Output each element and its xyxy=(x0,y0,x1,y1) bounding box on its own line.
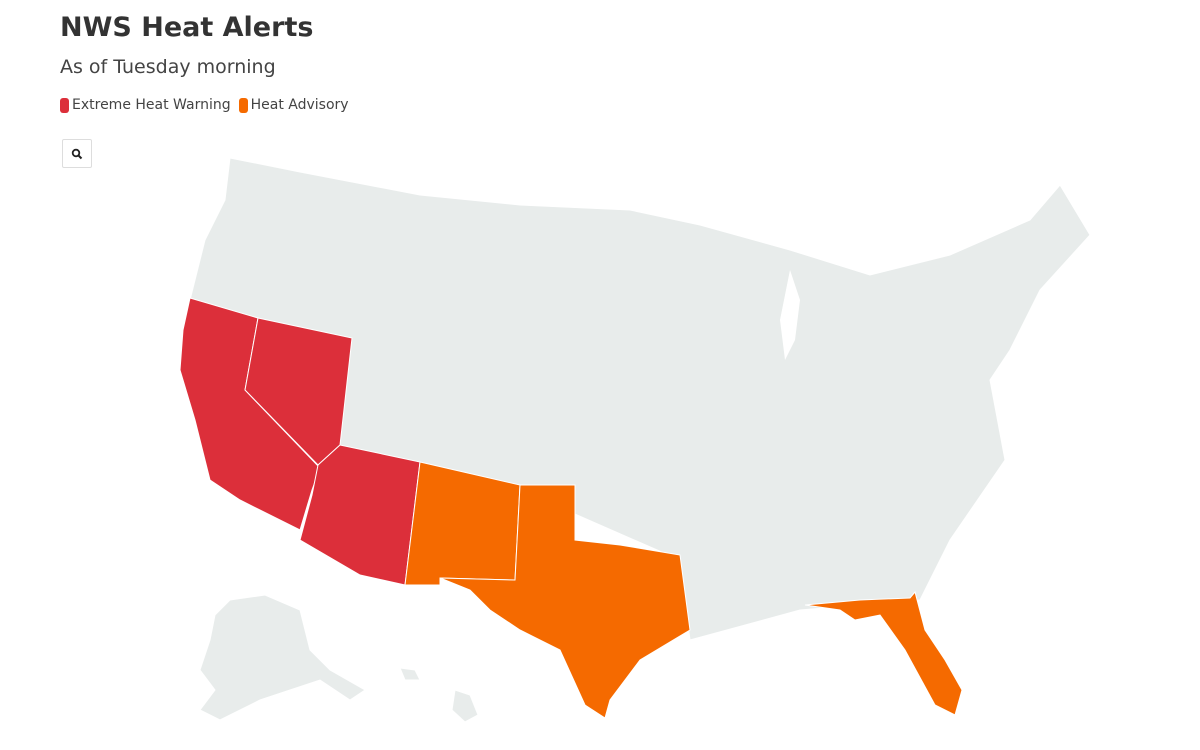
state-florida[interactable] xyxy=(804,590,963,716)
search-icon xyxy=(71,148,83,159)
state-arizona[interactable] xyxy=(299,444,421,586)
legend: Extreme Heat Warning Heat Advisory xyxy=(60,97,349,113)
hawaii xyxy=(451,689,479,723)
michigan-lakes-gap xyxy=(780,270,800,360)
hawaii-islands xyxy=(399,667,421,681)
legend-item-extreme-heat-warning: Extreme Heat Warning xyxy=(60,97,231,113)
legend-label: Heat Advisory xyxy=(250,97,349,113)
legend-swatch-red xyxy=(60,97,69,113)
legend-item-heat-advisory: Heat Advisory xyxy=(238,97,349,113)
page-subtitle: As of Tuesday morning xyxy=(60,56,276,78)
zoom-button[interactable] xyxy=(62,139,92,168)
legend-swatch-orange xyxy=(238,97,248,113)
state-texas[interactable] xyxy=(439,484,691,719)
alaska xyxy=(199,594,366,721)
page-title: NWS Heat Alerts xyxy=(60,12,314,43)
legend-label: Extreme Heat Warning xyxy=(72,97,231,113)
